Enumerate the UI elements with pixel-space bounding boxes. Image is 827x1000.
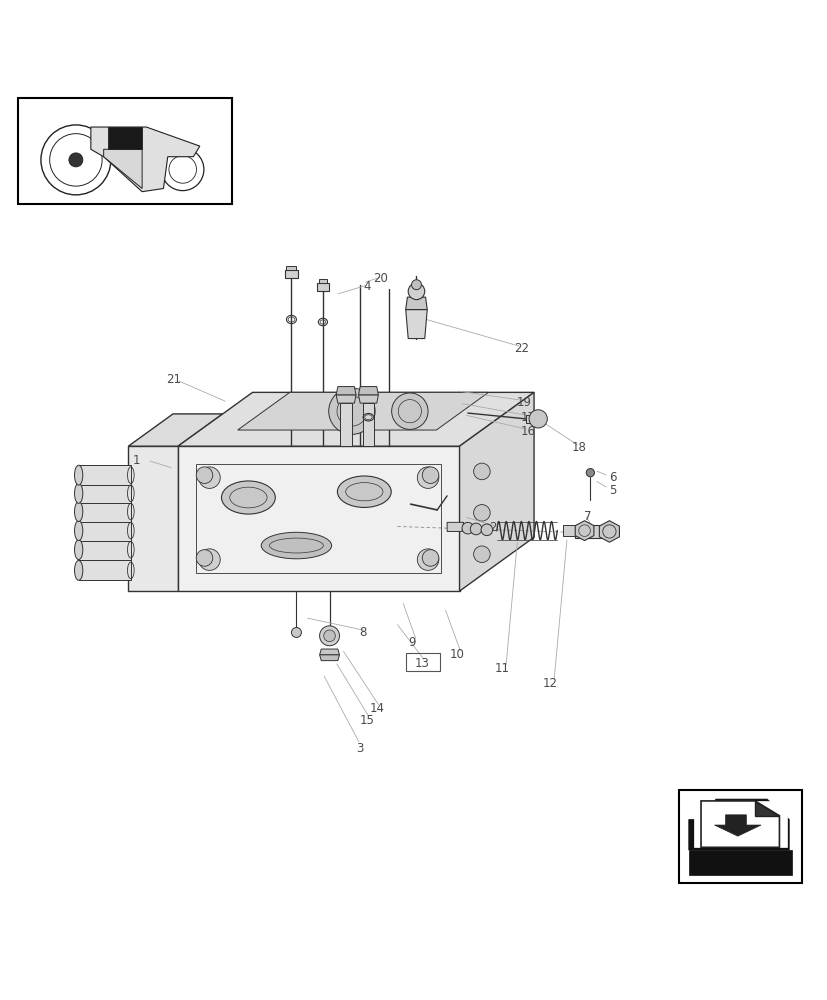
Polygon shape [237, 392, 488, 430]
Circle shape [417, 467, 438, 488]
Polygon shape [362, 403, 374, 446]
Ellipse shape [74, 483, 83, 503]
Polygon shape [754, 801, 778, 816]
Text: 12: 12 [543, 677, 557, 690]
Polygon shape [714, 815, 760, 836]
Bar [678, 790, 801, 883]
Circle shape [473, 546, 490, 563]
Ellipse shape [261, 532, 331, 559]
Text: 11: 11 [495, 662, 509, 675]
Circle shape [461, 522, 473, 534]
Text: 7: 7 [583, 510, 591, 523]
Circle shape [408, 283, 424, 300]
Polygon shape [693, 801, 786, 847]
Circle shape [291, 628, 301, 637]
Circle shape [196, 550, 213, 566]
Circle shape [198, 549, 220, 570]
Circle shape [411, 280, 421, 290]
Polygon shape [599, 521, 619, 542]
Polygon shape [284, 270, 298, 278]
Text: 4: 4 [362, 280, 370, 293]
Text: 22: 22 [514, 342, 528, 355]
Text: 9: 9 [408, 636, 416, 649]
Polygon shape [336, 395, 356, 403]
Circle shape [422, 550, 438, 566]
Polygon shape [79, 465, 131, 485]
Circle shape [480, 524, 492, 536]
Circle shape [470, 523, 481, 535]
Polygon shape [459, 392, 533, 591]
Text: 18: 18 [571, 441, 586, 454]
Polygon shape [358, 395, 378, 403]
Text: 5: 5 [609, 484, 615, 497]
Text: 16: 16 [520, 425, 535, 438]
Circle shape [473, 505, 490, 521]
Polygon shape [447, 522, 463, 531]
Polygon shape [128, 414, 222, 446]
Polygon shape [358, 387, 378, 395]
Polygon shape [319, 649, 339, 655]
Circle shape [319, 626, 339, 646]
Polygon shape [525, 415, 538, 423]
Circle shape [417, 549, 438, 570]
Circle shape [323, 630, 335, 642]
Polygon shape [688, 850, 791, 875]
Text: 8: 8 [359, 626, 366, 639]
Text: 1: 1 [132, 454, 141, 467]
Ellipse shape [74, 465, 83, 485]
Polygon shape [79, 521, 131, 541]
Circle shape [196, 467, 213, 483]
Text: 6: 6 [608, 471, 616, 484]
Text: 17: 17 [520, 411, 535, 424]
Circle shape [198, 467, 220, 488]
Polygon shape [103, 149, 142, 189]
Circle shape [69, 153, 83, 167]
Ellipse shape [221, 481, 275, 514]
Circle shape [473, 463, 490, 480]
Text: 21: 21 [166, 373, 181, 386]
Polygon shape [108, 127, 142, 149]
Polygon shape [79, 540, 131, 560]
Polygon shape [178, 392, 533, 446]
Ellipse shape [337, 476, 390, 507]
Polygon shape [405, 297, 427, 310]
Ellipse shape [74, 502, 83, 522]
Text: 2: 2 [488, 521, 496, 534]
Polygon shape [688, 799, 788, 850]
Polygon shape [562, 525, 579, 536]
Text: 19: 19 [516, 396, 531, 409]
Circle shape [391, 393, 428, 429]
Ellipse shape [74, 540, 83, 560]
Circle shape [422, 467, 438, 483]
Polygon shape [405, 310, 427, 339]
Polygon shape [128, 446, 178, 591]
Polygon shape [700, 801, 778, 847]
Polygon shape [79, 560, 131, 580]
Polygon shape [575, 521, 593, 541]
Text: 15: 15 [359, 714, 374, 727]
Polygon shape [286, 266, 296, 270]
Text: 20: 20 [373, 272, 388, 285]
Circle shape [528, 410, 547, 428]
Polygon shape [317, 283, 328, 291]
Polygon shape [79, 483, 131, 503]
Circle shape [586, 469, 594, 477]
Polygon shape [91, 127, 199, 192]
Text: 3: 3 [356, 742, 363, 755]
Text: 13: 13 [414, 657, 429, 670]
Ellipse shape [74, 521, 83, 541]
Polygon shape [318, 279, 327, 283]
Bar [18, 98, 232, 204]
Ellipse shape [74, 560, 83, 580]
Polygon shape [178, 446, 459, 591]
Text: 10: 10 [449, 648, 464, 661]
Text: 14: 14 [369, 702, 384, 715]
Polygon shape [575, 525, 604, 538]
Polygon shape [336, 387, 356, 395]
Polygon shape [319, 655, 339, 661]
Polygon shape [340, 403, 351, 446]
Polygon shape [79, 502, 131, 522]
Circle shape [328, 388, 375, 434]
